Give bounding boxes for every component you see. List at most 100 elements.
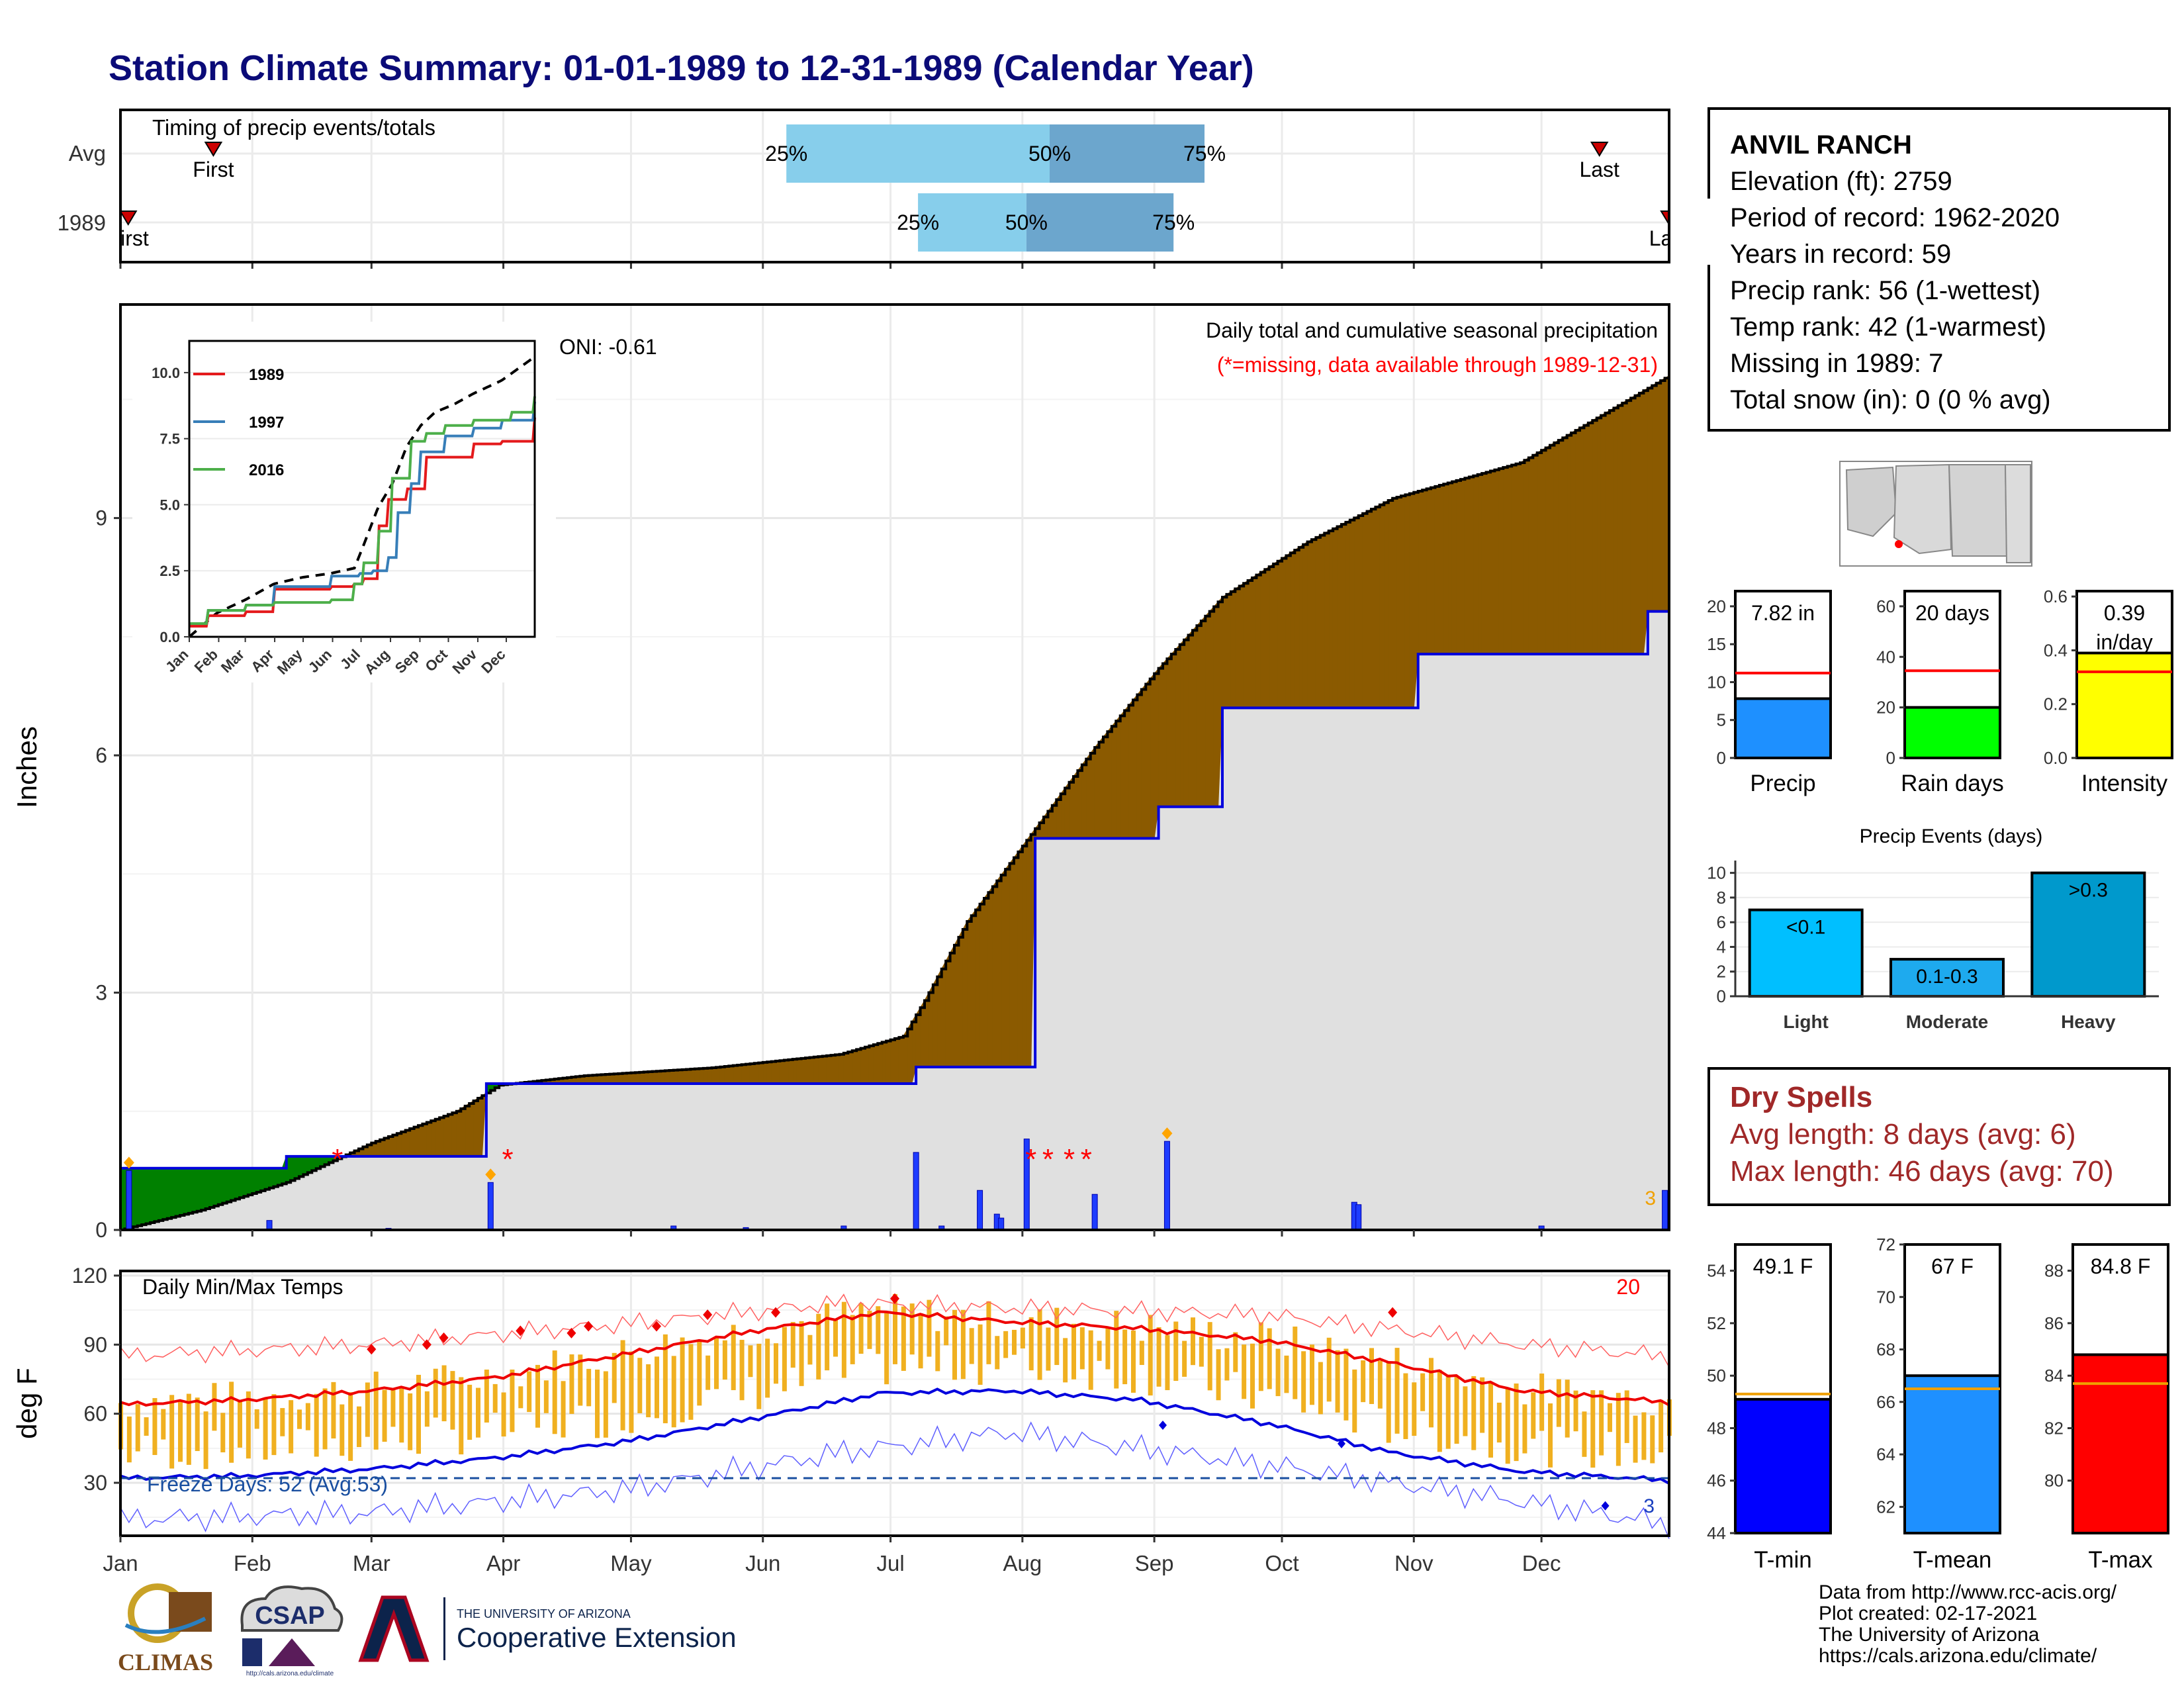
footer-line-data: Data from http://www.rcc-acis.org/ — [1819, 1581, 2117, 1603]
deficit-segment — [754, 1062, 759, 1084]
deficit-segment — [801, 1057, 806, 1084]
daily-temp-range-bar — [459, 1377, 464, 1455]
temp-summary-ytick-label: 48 — [1707, 1418, 1726, 1438]
precip-events-title: Precip Events (days) — [1860, 825, 2043, 847]
daily-temp-range-bar — [135, 1404, 140, 1452]
deficit-segment — [971, 908, 976, 1068]
deficit-segment — [668, 1070, 674, 1084]
temp-cold-count: 3 — [1643, 1495, 1655, 1517]
timing-panel: Timing of precip events/totals Avg 1989 … — [0, 109, 1710, 265]
daily-precip-bar — [487, 1182, 494, 1231]
daily-temp-range-bar — [722, 1340, 727, 1380]
record-high-marker — [516, 1325, 525, 1336]
summary-bar-value: 20 days — [1915, 601, 1989, 625]
events-category-label: Heavy — [2061, 1011, 2116, 1032]
csap-cloud — [240, 1585, 343, 1632]
daily-temp-range-bar — [739, 1340, 745, 1401]
deficit-segment — [788, 1058, 794, 1084]
deficit-segment — [1239, 583, 1244, 708]
daily-precip-bar — [266, 1220, 273, 1231]
ua-logo-divider — [443, 1597, 445, 1660]
deficit-segment — [1502, 465, 1508, 655]
temp-summary-ytick-label: 46 — [1707, 1471, 1726, 1491]
events-ytick-label: 4 — [1717, 937, 1726, 957]
daily-temp-range-bar — [884, 1313, 889, 1385]
precip-event-marker — [1161, 1127, 1173, 1140]
observed-cumulative-area — [120, 611, 1669, 1230]
daily-temp-range-bar — [1641, 1412, 1647, 1460]
deficit-segment — [1588, 420, 1593, 655]
temp-summary-ytick-label: 82 — [2044, 1418, 2064, 1438]
deficit-segment — [954, 937, 959, 1068]
temp-summary-value: 49.1 F — [1753, 1254, 1813, 1278]
daily-temp-range-bar — [373, 1372, 379, 1450]
daily-temp-range-bar — [441, 1365, 447, 1422]
summary-bar-ytick-label: 10 — [1707, 672, 1726, 692]
surplus-segment — [197, 1168, 202, 1212]
deficit-segment — [435, 1117, 440, 1157]
temp-summary-ytick-label: 80 — [2044, 1471, 2064, 1491]
oni-label: ONI: -0.61 — [559, 335, 657, 359]
month-label: May — [610, 1551, 652, 1575]
summary-bar-intensity — [2075, 651, 2173, 760]
daily-temp-range-bar — [637, 1358, 643, 1413]
deficit-segment — [443, 1113, 449, 1157]
daily-temp-range-bar — [765, 1338, 770, 1398]
deficit-segment — [831, 1054, 836, 1084]
surplus-segment — [222, 1168, 228, 1204]
daily-temp-range-bar — [365, 1382, 370, 1437]
deficit-segment — [1524, 457, 1529, 655]
events-bar-label: <0.1 — [1786, 917, 1825, 939]
month-label: Dec — [1522, 1551, 1561, 1575]
daily-temp-range-bar — [1514, 1383, 1519, 1462]
summary-bar-ytick-label: 15 — [1707, 634, 1726, 654]
temp-summary-ytick-label: 72 — [1876, 1235, 1895, 1254]
deficit-segment — [1124, 704, 1130, 839]
deficit-segment — [1545, 444, 1551, 655]
climas-logo: CLIMAS — [118, 1583, 213, 1675]
deficit-segment — [1447, 481, 1453, 655]
deficit-segment — [1541, 447, 1547, 655]
temp-line-record-low — [120, 1421, 1670, 1539]
surplus-segment — [213, 1168, 219, 1207]
timing-first-marker — [118, 211, 138, 226]
summary-bar-label: Intensity — [2081, 771, 2168, 796]
deficit-segment — [1179, 639, 1185, 808]
deficit-segment — [652, 1070, 657, 1084]
events-ytick-label: 2 — [1717, 962, 1726, 982]
deficit-segment — [1320, 532, 1325, 708]
deficit-segment — [1404, 492, 1410, 708]
daily-temp-range-bar — [995, 1336, 1000, 1370]
precip-ytick-label: 6 — [95, 743, 107, 767]
daily-temp-range-bar — [586, 1368, 592, 1407]
deficit-segment — [1635, 392, 1640, 655]
record-high-marker — [890, 1293, 899, 1304]
daily-temp-range-bar — [1122, 1329, 1128, 1385]
daily-temp-range-bar — [305, 1403, 310, 1430]
deficit-segment — [796, 1058, 802, 1084]
deficit-segment — [1549, 442, 1555, 655]
deficit-segment — [839, 1053, 844, 1084]
deficit-segment — [1094, 741, 1100, 839]
daily-temp-range-bar — [841, 1301, 846, 1378]
deficit-segment — [1120, 709, 1125, 839]
deficit-segment — [1285, 552, 1291, 708]
summary-bar-ytick-label: 20 — [1876, 698, 1895, 718]
temp-summary-ytick-label: 62 — [1876, 1497, 1895, 1517]
deficit-segment — [1234, 585, 1240, 708]
surplus-segment — [175, 1168, 181, 1217]
daily-temp-range-bar — [1233, 1332, 1238, 1372]
daily-temp-range-bar — [186, 1393, 191, 1465]
month-label: Jun — [745, 1551, 780, 1575]
deficit-segment — [451, 1111, 457, 1157]
surplus-segment — [183, 1168, 189, 1215]
daily-temp-range-bar — [1608, 1403, 1612, 1432]
daily-temp-range-bar — [578, 1354, 583, 1406]
timing-bar-50-75 — [1026, 193, 1174, 252]
dry-spells-max: Max length: 46 days (avg: 70) — [1730, 1155, 2114, 1188]
daily-temp-range-bar — [969, 1328, 974, 1364]
deficit-segment — [1230, 588, 1236, 708]
daily-temp-range-bar — [1488, 1382, 1493, 1458]
deficit-segment — [771, 1060, 776, 1084]
